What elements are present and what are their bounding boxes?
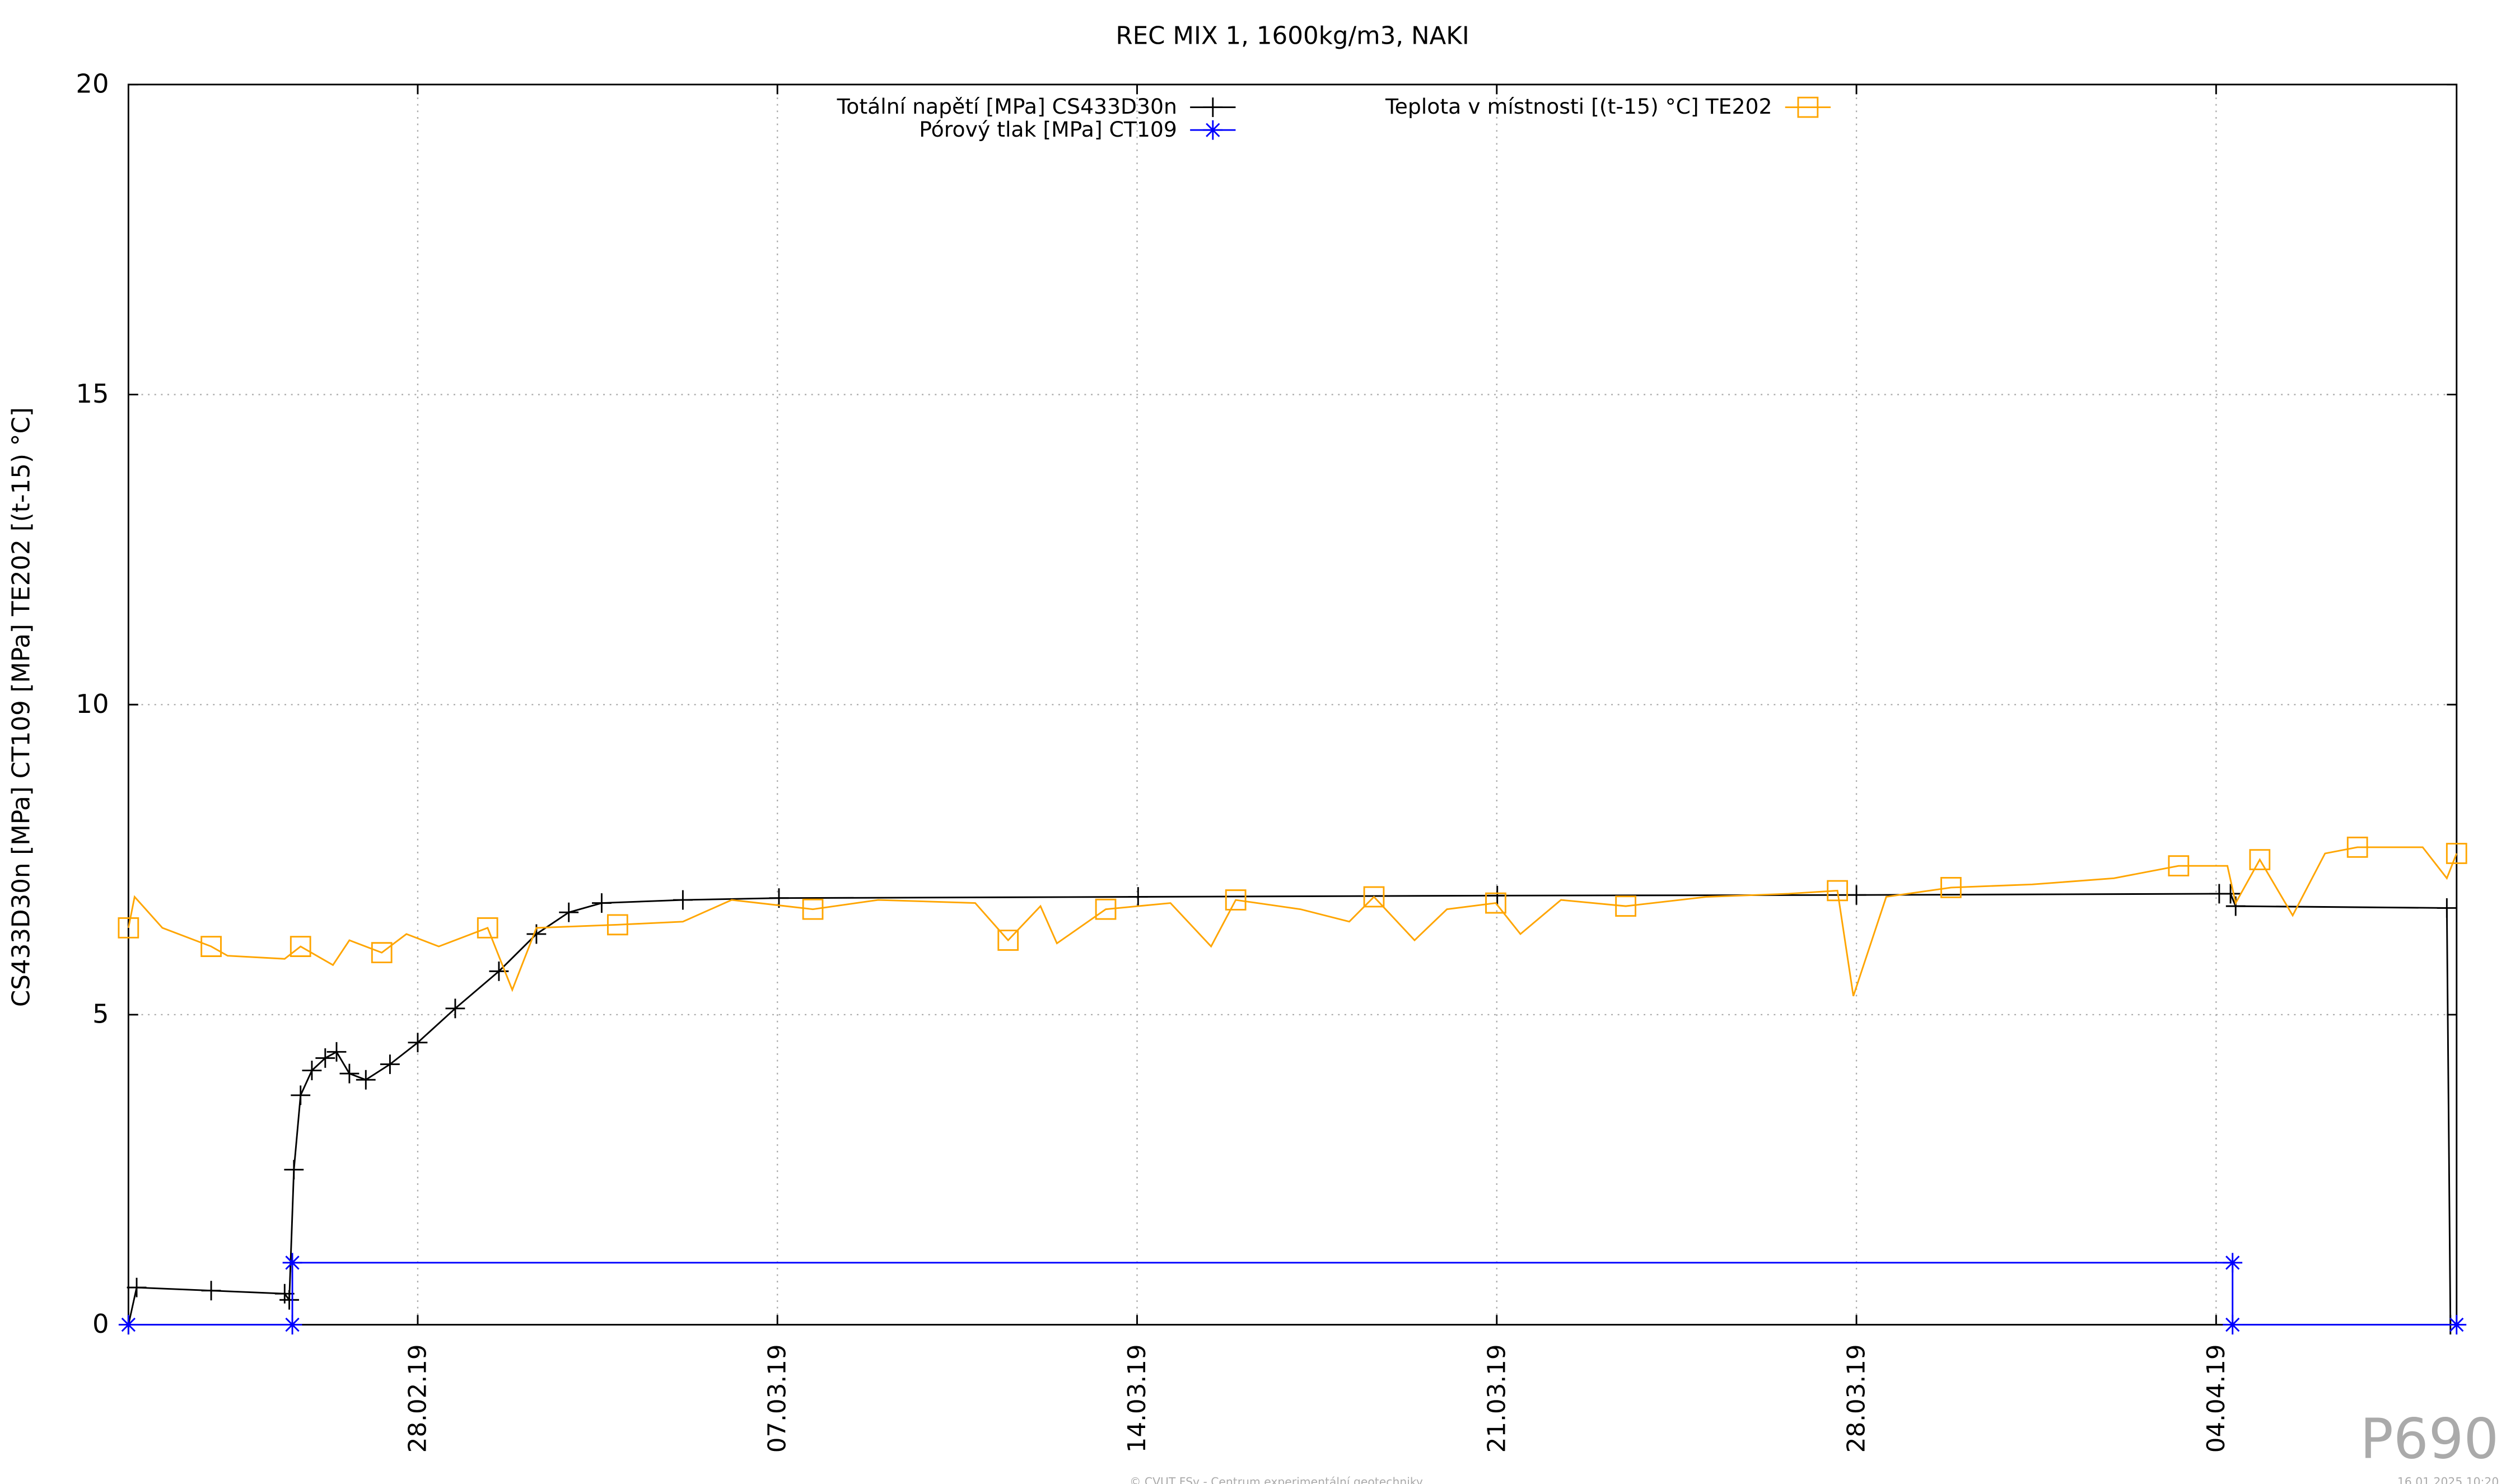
- data-point: [2249, 849, 2271, 870]
- data-point: [1485, 892, 1506, 914]
- y-tick-label: 5: [92, 998, 109, 1029]
- data-point: [1128, 887, 1148, 907]
- x-tick-label: 07.03.19: [764, 1344, 792, 1453]
- data-point: [339, 1063, 360, 1084]
- data-point: [282, 1253, 302, 1273]
- timestamp: 16.01.2025 10:20: [2397, 1475, 2499, 1484]
- data-point: [2220, 884, 2241, 904]
- data-point: [302, 1061, 322, 1080]
- data-point: [1940, 877, 1962, 898]
- data-point: [290, 936, 311, 957]
- data-point: [284, 1160, 304, 1180]
- data-point: [997, 930, 1019, 951]
- data-point: [118, 1315, 138, 1334]
- y-tick-label: 0: [92, 1309, 109, 1339]
- x-tick-label: 14.03.19: [1123, 1344, 1151, 1453]
- data-point: [2223, 1253, 2243, 1273]
- data-point: [201, 1281, 221, 1301]
- chart-title: REC MIX 1, 1600kg/m3, NAKI: [1116, 22, 1469, 50]
- series-line: [127, 893, 2452, 1325]
- x-tick-label: 28.03.19: [1843, 1344, 1871, 1453]
- y-axis-label: CS433D30n [MPa] CT109 [MPa] TE202 [(t-15…: [7, 407, 35, 1007]
- legend-label: Teplota v místnosti [(t-15) °C] TE202: [1385, 94, 1772, 119]
- data-point: [291, 1085, 311, 1105]
- data-point: [1363, 886, 1385, 908]
- data-point: [445, 998, 465, 1019]
- data-point: [591, 893, 612, 913]
- data-point: [1225, 889, 1247, 911]
- watermark: P690: [2360, 1407, 2499, 1472]
- legend-label: Pórový tlak [MPa] CT109: [919, 117, 1177, 142]
- y-tick-label: 10: [76, 689, 109, 719]
- data-point: [2447, 1315, 2467, 1334]
- data-point: [118, 917, 139, 939]
- plot-frame: [127, 83, 2458, 1326]
- data-point: [2446, 843, 2467, 864]
- data-point: [1827, 880, 1849, 902]
- data-point: [282, 1315, 302, 1334]
- data-point: [606, 914, 628, 936]
- data-point: [2437, 898, 2457, 918]
- data-point: [559, 902, 579, 922]
- series-line: [127, 846, 2458, 997]
- legend-label: Totální napětí [MPa] CS433D30n: [837, 94, 1177, 119]
- data-point: [802, 898, 824, 920]
- legend-marker: [1203, 97, 1223, 117]
- legend-marker: [1797, 96, 1819, 118]
- footer: © CVUT FSv - Centrum experimentální geot…: [1130, 1475, 1423, 1484]
- y-tick-label: 20: [76, 68, 109, 99]
- data-point: [1615, 895, 1636, 917]
- data-point: [1846, 885, 1866, 905]
- y-tick-label: 15: [76, 379, 109, 409]
- data-point: [200, 936, 222, 957]
- data-point: [2346, 837, 2368, 858]
- data-point: [279, 1290, 299, 1310]
- data-point: [1487, 885, 1508, 906]
- data-point: [408, 1033, 428, 1053]
- data-point: [380, 1054, 400, 1074]
- data-point: [315, 1048, 335, 1068]
- data-point: [326, 1042, 347, 1062]
- data-point: [2168, 855, 2190, 877]
- legend-marker: [1203, 120, 1223, 140]
- x-tick-label: 04.04.19: [2202, 1344, 2230, 1453]
- data-point: [477, 917, 498, 939]
- data-point: [1095, 898, 1117, 920]
- data-point: [2223, 1315, 2243, 1334]
- x-tick-label: 21.03.19: [1483, 1344, 1511, 1453]
- data-point: [127, 1277, 147, 1298]
- data-point: [371, 942, 393, 964]
- data-point: [356, 1070, 376, 1090]
- data-point: [673, 890, 693, 910]
- x-tick-label: 28.02.19: [404, 1344, 432, 1453]
- series-line: [128, 1262, 2457, 1326]
